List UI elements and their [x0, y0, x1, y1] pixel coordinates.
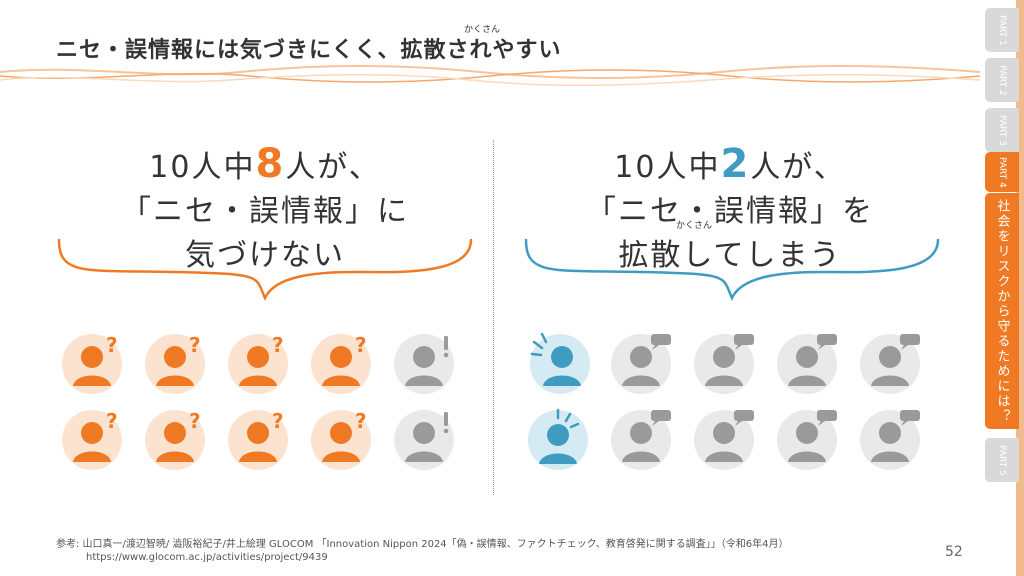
wave-divider — [0, 65, 980, 87]
tab-part-5-label: PART 5 — [997, 444, 1007, 476]
footnote-citation: 参考: 山口真一/渡辺智暁/ 澁阪裕紀子/井上絵理 GLOCOM 「Innova… — [56, 539, 789, 550]
tab-part-4-label: PART 4 — [997, 156, 1007, 188]
confused-person-icon: ? — [311, 409, 371, 470]
rail-accent-line — [1016, 0, 1024, 576]
right-line2: 「ニセ・誤情報」を — [586, 194, 874, 229]
svg-text:?: ? — [106, 333, 118, 357]
svg-text:?: ? — [272, 333, 284, 357]
receiver-person-icon — [777, 334, 837, 394]
svg-text:?: ? — [355, 333, 367, 357]
tab-part-1[interactable]: PART 1 — [985, 8, 1019, 52]
left-headline: 10人中8人が、 「ニセ・誤情報」に 気づけない — [60, 142, 470, 278]
receiver-person-icon — [777, 410, 837, 470]
svg-text:?: ? — [355, 409, 367, 433]
tab-part-4[interactable]: PART 4 — [985, 152, 1019, 192]
spreader-person-icon — [528, 408, 588, 470]
active-section-tab[interactable]: 社会をリスクから守るためには？ — [985, 193, 1019, 429]
receiver-person-icon — [860, 334, 920, 394]
tab-part-1-label: PART 1 — [997, 14, 1007, 46]
svg-text:?: ? — [272, 409, 284, 433]
right-ruby: かくさん — [676, 221, 713, 231]
footnote-url[interactable]: https://www.glocom.ac.jp/activities/proj… — [86, 552, 328, 563]
left-count: 8 — [255, 141, 286, 187]
center-divider — [493, 140, 494, 495]
active-section-label: 社会をリスクから守るためには？ — [994, 199, 1010, 424]
page-number: 52 — [945, 544, 963, 560]
receiver-person-icon — [694, 334, 754, 394]
confused-person-icon: ? — [228, 409, 288, 470]
svg-text:?: ? — [189, 333, 201, 357]
right-headline: 10人中2人が、 「ニセ・誤情報」を 拡散してしまう — [520, 142, 940, 278]
right-line3: 拡散してしまう — [618, 238, 842, 273]
tab-part-3[interactable]: PART 3 — [985, 108, 1019, 152]
confused-person-icon: ? — [62, 409, 122, 470]
tab-part-2-label: PART 2 — [997, 64, 1007, 96]
left-brace — [57, 238, 473, 302]
receiver-person-icon — [611, 410, 671, 470]
left-line1: 10人中8人が、 — [149, 141, 381, 187]
left-line3: 気づけない — [185, 238, 345, 273]
confused-person-icon: ? — [145, 333, 205, 394]
svg-text:?: ? — [106, 409, 118, 433]
tab-part-2[interactable]: PART 2 — [985, 58, 1019, 102]
spreader-person-icon — [530, 332, 590, 394]
source-footnote: 参考: 山口真一/渡辺智暁/ 澁阪裕紀子/井上絵理 GLOCOM 「Innova… — [56, 538, 789, 564]
right-brace — [524, 238, 940, 302]
svg-text:?: ? — [189, 409, 201, 433]
confused-person-icon: ? — [62, 333, 122, 394]
aware-person-icon — [394, 334, 454, 394]
receiver-person-icon — [611, 334, 671, 394]
tab-part-5[interactable]: PART 5 — [985, 438, 1019, 482]
tab-part-3-label: PART 3 — [997, 114, 1007, 146]
left-line2: 「ニセ・誤情報」に — [121, 194, 409, 229]
page-title: ニセ・誤情報には気づきにくく、拡散されやすい — [56, 38, 562, 63]
confused-person-icon: ? — [311, 333, 371, 394]
aware-person-icon — [394, 410, 454, 470]
title-ruby: かくさん — [464, 25, 501, 35]
right-line1: 10人中2人が、 — [614, 141, 846, 187]
receiver-person-icon — [694, 410, 754, 470]
right-count: 2 — [720, 141, 751, 187]
confused-person-icon: ? — [228, 333, 288, 394]
receiver-person-icon — [860, 410, 920, 470]
confused-person-icon: ? — [145, 409, 205, 470]
